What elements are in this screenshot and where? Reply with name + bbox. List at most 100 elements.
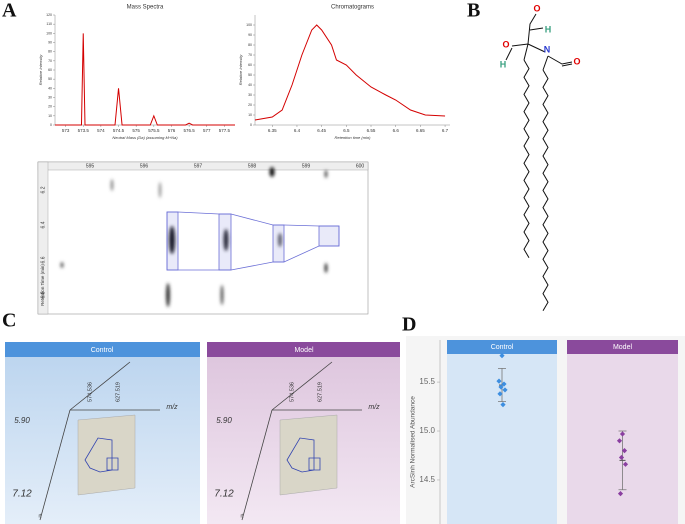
- ion-map-y-tick: 6.8: [40, 291, 46, 298]
- y-tick-label: 40: [48, 86, 52, 90]
- ion-map-y-tick: 6.4: [40, 221, 46, 228]
- data-point: [618, 454, 625, 461]
- y-tick-label: 80: [48, 50, 52, 54]
- x-tick-label: 573.5: [78, 128, 90, 133]
- panel-label: C: [2, 310, 16, 332]
- rt-bottom-label: 7.12: [12, 489, 32, 500]
- atom-label: O: [502, 39, 509, 49]
- y-axis-label: Relative Intensity: [238, 54, 243, 85]
- x-tick-label: 6.55: [367, 128, 376, 133]
- ion-map-surface: [77, 414, 136, 496]
- ion-map-side: [37, 161, 49, 315]
- three-d-plot: Control m/z 5.90 7.12 rt 574.536 627.519: [12, 347, 178, 521]
- ion-map-y-label: Retention Time (min): [40, 264, 45, 306]
- y-tick-label: 0: [250, 123, 252, 127]
- mz-tick-label: 627.519: [317, 382, 323, 402]
- axes: [241, 361, 362, 521]
- plot-header: Model: [294, 347, 314, 354]
- data-line: [254, 24, 446, 121]
- ion-map-x-tick: 595: [86, 163, 95, 169]
- chain: [542, 69, 549, 312]
- ion-map-x-tick: 598: [248, 163, 257, 169]
- y-tick-label: 14.5: [419, 475, 435, 484]
- x-tick-label: 575.5: [148, 128, 160, 133]
- x-tick-label: 574.5: [113, 128, 125, 133]
- x-tick-label: 577: [203, 128, 211, 133]
- feature-outline: [84, 437, 119, 473]
- x-tick-label: 576: [168, 128, 176, 133]
- data-point: [496, 378, 502, 384]
- y-tick-label: 60: [48, 68, 52, 72]
- y-tick-label: 30: [248, 93, 252, 97]
- data-point: [497, 391, 503, 397]
- atom-label: H: [500, 59, 507, 69]
- axes: [39, 361, 160, 521]
- bonds: [505, 13, 573, 71]
- panel-label: A: [2, 0, 17, 22]
- chart-title: Chromatograms: [331, 5, 374, 11]
- control-band-header: [447, 340, 557, 354]
- x-axis-label: Retention time (min): [334, 135, 371, 140]
- y-tick-label: 60: [248, 63, 252, 67]
- y-axis-label: ArcSinh Normalised Abundance: [410, 396, 417, 488]
- three-d-plot: Model m/z 5.90 7.12 rt 574.536 627.519: [214, 347, 380, 521]
- x-tick-label: 6.5: [343, 128, 350, 133]
- data-point: [619, 431, 626, 437]
- ion-spots: [60, 167, 328, 307]
- chain: [523, 59, 530, 259]
- y-tick-label: 15.5: [419, 377, 435, 386]
- y-tick-label: 50: [48, 77, 52, 81]
- mz-tick-label: 574.536: [289, 382, 295, 402]
- y-tick-label: 10: [248, 113, 252, 117]
- y-tick-label: 40: [248, 83, 252, 87]
- data-point: [499, 353, 505, 359]
- y-tick-label: 80: [248, 43, 252, 47]
- rt-axis-label: rt: [240, 513, 244, 519]
- ion-map-x-tick: 599: [302, 163, 311, 169]
- atom-label: O: [573, 56, 580, 66]
- x-tick-label: 6.45: [317, 128, 326, 133]
- series-header: Model: [613, 344, 633, 351]
- ion-map-y-tick: 6.6: [40, 256, 46, 263]
- control-band: [447, 340, 557, 524]
- rt-top-label: 5.90: [216, 416, 232, 425]
- x-tick-label: 6.65: [416, 128, 425, 133]
- x-tick-label: 576.5: [183, 128, 195, 133]
- y-tick-label: 20: [48, 105, 52, 109]
- ion-map-y-tick: 6.2: [40, 186, 46, 193]
- mz-tick-label: 574.536: [87, 382, 93, 402]
- ion-map-frame: [37, 161, 369, 315]
- mz-axis-label: m/z: [368, 404, 380, 411]
- chart-title: Mass Spectra: [127, 5, 164, 11]
- y-axis-label: Relative Intensity: [38, 54, 43, 85]
- data-point: [616, 438, 623, 444]
- rt-bottom-label: 7.12: [214, 489, 234, 500]
- y-tick-label: 90: [248, 33, 252, 37]
- rt-top-label: 5.90: [14, 416, 30, 425]
- y-tick-label: 15.0: [419, 426, 435, 435]
- x-tick-label: 577.5: [219, 128, 231, 133]
- atom-label: O: [533, 3, 540, 13]
- mz-axis-label: m/z: [166, 404, 178, 411]
- y-tick-label: 0: [50, 123, 52, 127]
- data-point: [502, 387, 508, 393]
- panel-label: B: [467, 0, 480, 22]
- ion-map-surface: [279, 414, 338, 496]
- y-tick-label: 100: [46, 31, 52, 35]
- data-point: [621, 447, 628, 454]
- x-tick-label: 575: [132, 128, 140, 133]
- x-tick-label: 6.4: [294, 128, 301, 133]
- atom-label: H: [545, 24, 552, 34]
- x-axis-label: Neutral Mass (Da) (assuming M+Na): [112, 135, 178, 140]
- ion-map: [37, 161, 369, 315]
- y-tick-label: 100: [246, 23, 252, 27]
- data-point: [498, 384, 504, 390]
- mz-tick-label: 627.519: [115, 382, 121, 402]
- plot-header: Control: [91, 347, 114, 354]
- y-tick-label: 70: [248, 53, 252, 57]
- y-tick-label: 120: [46, 13, 52, 17]
- rt-axis-label: rt: [38, 513, 42, 519]
- x-tick-label: 6.6: [393, 128, 400, 133]
- y-tick-label: 50: [248, 73, 252, 77]
